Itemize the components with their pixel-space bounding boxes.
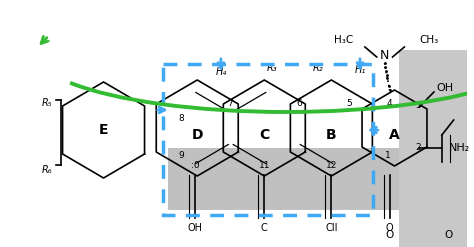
Text: OH: OH (436, 83, 453, 93)
Text: 7: 7 (227, 99, 233, 107)
Text: H₃C: H₃C (334, 35, 353, 45)
Text: O: O (385, 230, 394, 240)
Text: R₆: R₆ (42, 165, 53, 175)
Text: 12: 12 (326, 161, 337, 169)
Text: H₄: H₄ (215, 67, 227, 77)
Text: O: O (445, 230, 453, 240)
Text: A: A (389, 128, 400, 142)
Text: 9: 9 (179, 150, 184, 160)
Text: O: O (386, 223, 393, 233)
Text: 6: 6 (296, 99, 302, 107)
Text: R₂: R₂ (312, 63, 323, 73)
Text: N: N (380, 48, 389, 62)
Text: 11: 11 (258, 161, 270, 169)
Bar (400, 50, 467, 247)
Text: CII: CII (325, 223, 337, 233)
Text: 4: 4 (387, 99, 392, 107)
Text: B: B (326, 128, 337, 142)
Text: R₃: R₃ (267, 63, 277, 73)
Text: CH₃: CH₃ (419, 35, 438, 45)
Text: NH₂: NH₂ (449, 143, 470, 153)
Text: OH: OH (188, 223, 203, 233)
Text: 2: 2 (415, 144, 421, 152)
Text: R₅: R₅ (42, 98, 53, 108)
Text: E: E (99, 123, 108, 137)
Bar (168, 148, 400, 210)
Text: C: C (259, 128, 269, 142)
Text: :0: :0 (191, 161, 200, 169)
Text: 1: 1 (385, 150, 391, 160)
Text: 5: 5 (346, 99, 352, 107)
Text: 8: 8 (179, 114, 184, 123)
Text: C: C (261, 223, 268, 233)
Text: D: D (191, 128, 203, 142)
Text: H₁: H₁ (355, 65, 365, 75)
Text: 3: 3 (415, 101, 421, 109)
